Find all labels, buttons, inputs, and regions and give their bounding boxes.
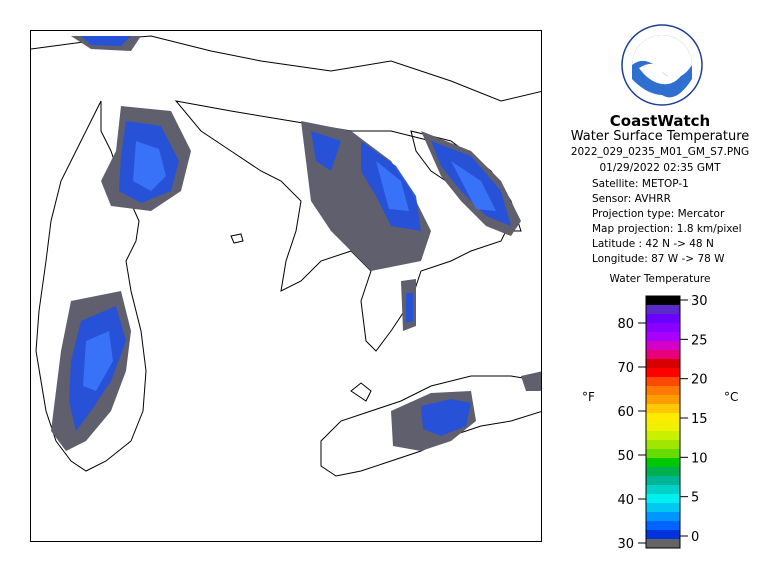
celsius-tick-label: 30 [691, 294, 708, 309]
scale-color-swatch [646, 386, 680, 396]
scale-color-swatch [646, 485, 680, 495]
fahrenheit-unit: °F [582, 390, 595, 404]
fahrenheit-tick-label: 40 [617, 493, 634, 508]
celsius-tick-label: 15 [691, 412, 708, 427]
scale-border [645, 295, 681, 549]
scale-color-swatch [646, 539, 680, 549]
scale-color-swatch [646, 323, 680, 333]
scale-color-swatch [646, 512, 680, 522]
scale-color-swatch [646, 350, 680, 360]
scale-color-swatch [646, 449, 680, 459]
celsius-unit: °C [724, 390, 739, 404]
scale-color-swatch [646, 503, 680, 513]
scale-color-swatch [646, 359, 680, 369]
fahrenheit-tick-label: 60 [617, 405, 634, 420]
scale-color-swatch [646, 458, 680, 468]
satellite: Satellite: METOP-1 [592, 178, 689, 190]
projection-type: Projection type: Mercator [592, 208, 725, 220]
scale-color-swatch [646, 521, 680, 531]
map-panel [30, 30, 542, 542]
fahrenheit-tick-label: 30 [617, 537, 634, 552]
scale-color-swatch [646, 305, 680, 315]
noaa-logo: NOAA [621, 24, 703, 106]
scale-color-swatch [646, 314, 680, 324]
scale-color-swatch [646, 341, 680, 351]
celsius-tick-label: 25 [691, 333, 708, 348]
file-name: 2022_029_0235_M01_GM_S7.PNG [570, 146, 750, 158]
great-lakes-map [31, 35, 541, 477]
fahrenheit-tick-label: 70 [617, 361, 634, 376]
celsius-tick-label: 20 [691, 373, 708, 388]
scale-color-swatch [646, 377, 680, 387]
celsius-tick-label: 0 [691, 530, 699, 545]
map-projection: Map projection: 1.8 km/pixel [592, 223, 742, 235]
scale-color-swatch [646, 395, 680, 405]
scale-color-swatch [646, 413, 680, 423]
scale-color-swatch [646, 476, 680, 486]
svg-text:NOAA: NOAA [646, 49, 678, 61]
datetime: 01/29/2022 02:35 GMT [599, 162, 721, 174]
product-subtitle: Water Surface Temperature [570, 129, 750, 144]
scale-color-swatch [646, 404, 680, 414]
scale-color-swatch [646, 332, 680, 342]
scale-color-swatch [646, 494, 680, 504]
cold-water-light-areas [83, 141, 496, 391]
scale-color-swatch [646, 467, 680, 477]
scale-color-swatch [646, 296, 680, 306]
fahrenheit-tick-label: 50 [617, 449, 634, 464]
longitude-range: Longitude: 87 W -> 78 W [592, 253, 725, 265]
island-outline [230, 233, 244, 244]
latitude-range: Latitude : 42 N -> 48 N [592, 238, 714, 250]
legend-title: Water Temperature [609, 273, 711, 285]
scale-color-swatch [646, 530, 680, 540]
scale-color-swatch [646, 431, 680, 441]
lake-st-clair-outline [350, 382, 372, 402]
celsius-tick-label: 5 [691, 491, 699, 506]
scale-color-swatch [646, 422, 680, 432]
scale-color-swatch [646, 440, 680, 450]
fahrenheit-tick-label: 80 [617, 317, 634, 332]
brand-title: CoastWatch [609, 112, 711, 130]
celsius-tick-label: 10 [691, 451, 708, 466]
scale-color-swatch [646, 368, 680, 378]
sensor: Sensor: AVHRR [592, 193, 671, 205]
